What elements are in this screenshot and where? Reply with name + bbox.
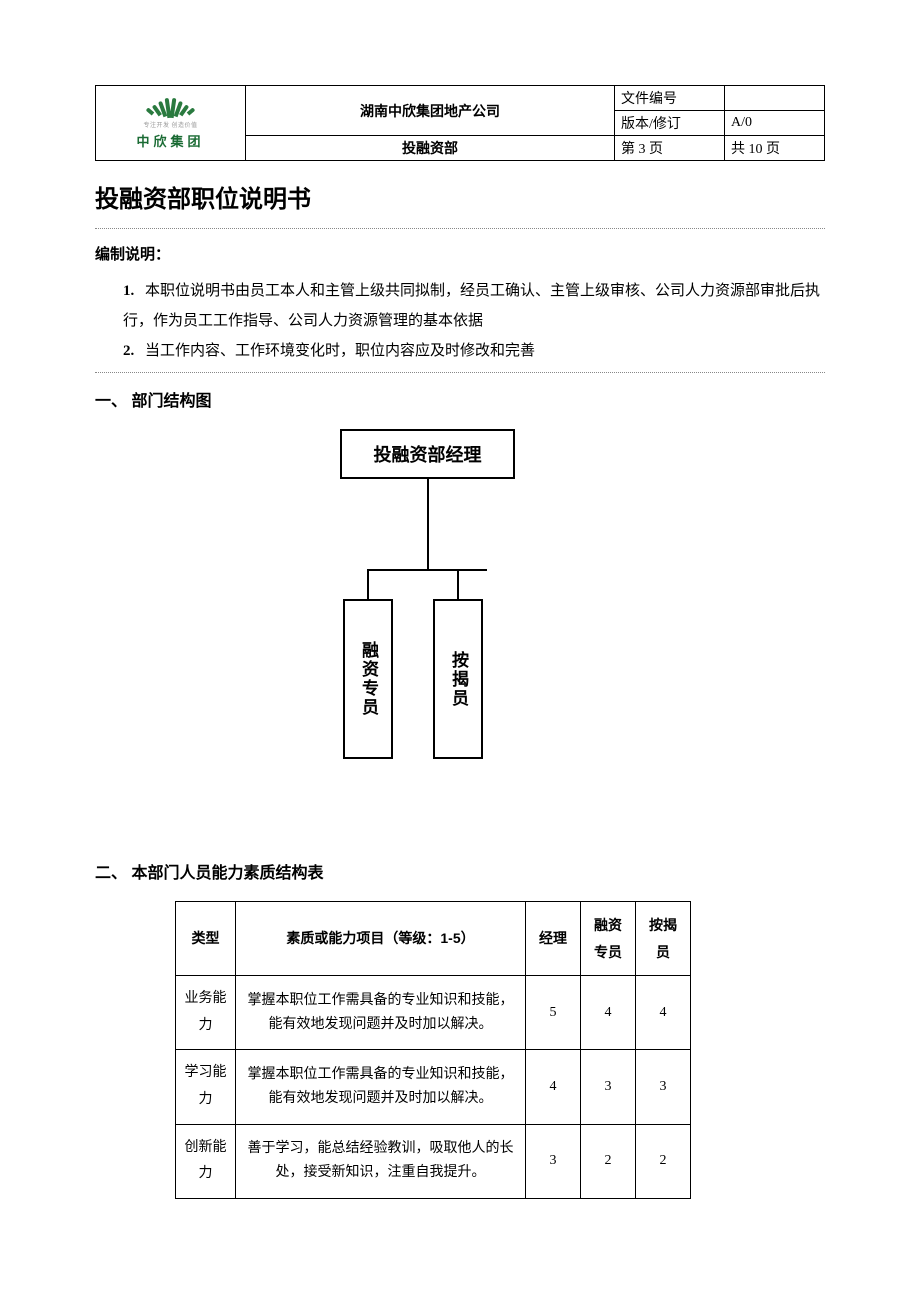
- col-mgr: 经理: [526, 902, 581, 976]
- company-name: 湖南中欣集团地产公司: [246, 86, 615, 136]
- org-node-finance: 融资专员: [343, 599, 393, 759]
- cell-desc: 善于学习，能总结经验教训，吸取他人的长处，接受新知识，注重自我提升。: [236, 1124, 526, 1198]
- page-label: 第 3 页: [615, 136, 725, 161]
- separator: [95, 372, 825, 373]
- table-row: 业务能力掌握本职位工作需具备的专业知识和技能，能有效地发现问题并及时加以解决。5…: [176, 976, 691, 1050]
- cell-type: 业务能力: [176, 976, 236, 1050]
- cell-fin: 4: [581, 976, 636, 1050]
- list-item: 2.当工作内容、工作环境变化时，职位内容应及时修改和完善: [123, 336, 825, 366]
- col-fin: 融资专员: [581, 902, 636, 976]
- cell-mort: 3: [636, 1050, 691, 1124]
- org-connector: [367, 569, 487, 571]
- col-mort: 按揭员: [636, 902, 691, 976]
- logo-company-name: 中欣集团: [136, 131, 204, 150]
- org-connector: [427, 479, 429, 569]
- org-node-manager: 投融资部经理: [340, 429, 515, 479]
- doc-header-table: 专注开发 创造价值 中欣集团 湖南中欣集团地产公司 文件编号 版本/修订 A/0…: [95, 85, 825, 161]
- intro-list: 1.本职位说明书由员工本人和主管上级共同拟制，经员工确认、主管上级审核、公司人力…: [95, 276, 825, 366]
- logo-leaf-icon: [146, 96, 196, 118]
- version-label: 版本/修订: [615, 111, 725, 136]
- cell-mort: 2: [636, 1124, 691, 1198]
- section-heading: 二、 本部门人员能力素质结构表: [95, 859, 825, 883]
- table-row: 创新能力善于学习，能总结经验教训，吸取他人的长处，接受新知识，注重自我提升。32…: [176, 1124, 691, 1198]
- cell-desc: 掌握本职位工作需具备的专业知识和技能，能有效地发现问题并及时加以解决。: [236, 976, 526, 1050]
- doc-no-value: [725, 86, 825, 111]
- table-row: 学习能力掌握本职位工作需具备的专业知识和技能，能有效地发现问题并及时加以解决。4…: [176, 1050, 691, 1124]
- company-logo: 专注开发 创造价值 中欣集团: [100, 96, 241, 150]
- cell-type: 创新能力: [176, 1124, 236, 1198]
- org-connector: [367, 569, 369, 599]
- cell-type: 学习能力: [176, 1050, 236, 1124]
- department-name: 投融资部: [246, 136, 615, 161]
- cell-mgr: 5: [526, 976, 581, 1050]
- org-connector: [457, 569, 459, 599]
- table-header-row: 类型 素质或能力项目（等级：1-5） 经理 融资专员 按揭员: [176, 902, 691, 976]
- doc-no-label: 文件编号: [615, 86, 725, 111]
- logo-tagline: 专注开发 创造价值: [143, 120, 197, 129]
- intro-item-text: 本职位说明书由员工本人和主管上级共同拟制，经员工确认、主管上级审核、公司人力资源…: [123, 283, 820, 329]
- document-title: 投融资部职位说明书: [95, 179, 825, 214]
- version-value: A/0: [725, 111, 825, 136]
- cell-mgr: 4: [526, 1050, 581, 1124]
- intro-label: 编制说明：: [95, 243, 825, 264]
- col-type: 类型: [176, 902, 236, 976]
- cell-fin: 3: [581, 1050, 636, 1124]
- section-heading: 一、 部门结构图: [95, 387, 825, 411]
- cell-desc: 掌握本职位工作需具备的专业知识和技能，能有效地发现问题并及时加以解决。: [236, 1050, 526, 1124]
- total-pages: 共 10 页: [725, 136, 825, 161]
- cell-fin: 2: [581, 1124, 636, 1198]
- intro-item-text: 当工作内容、工作环境变化时，职位内容应及时修改和完善: [145, 343, 535, 359]
- cell-mort: 4: [636, 976, 691, 1050]
- separator: [95, 228, 825, 229]
- logo-cell: 专注开发 创造价值 中欣集团: [96, 86, 246, 161]
- cell-mgr: 3: [526, 1124, 581, 1198]
- org-chart: 投融资部经理 融资专员 按揭员: [95, 429, 825, 809]
- list-item: 1.本职位说明书由员工本人和主管上级共同拟制，经员工确认、主管上级审核、公司人力…: [123, 276, 825, 336]
- capability-table: 类型 素质或能力项目（等级：1-5） 经理 融资专员 按揭员 业务能力掌握本职位…: [175, 901, 691, 1199]
- org-node-mortgage: 按揭员: [433, 599, 483, 759]
- col-item: 素质或能力项目（等级：1-5）: [236, 902, 526, 976]
